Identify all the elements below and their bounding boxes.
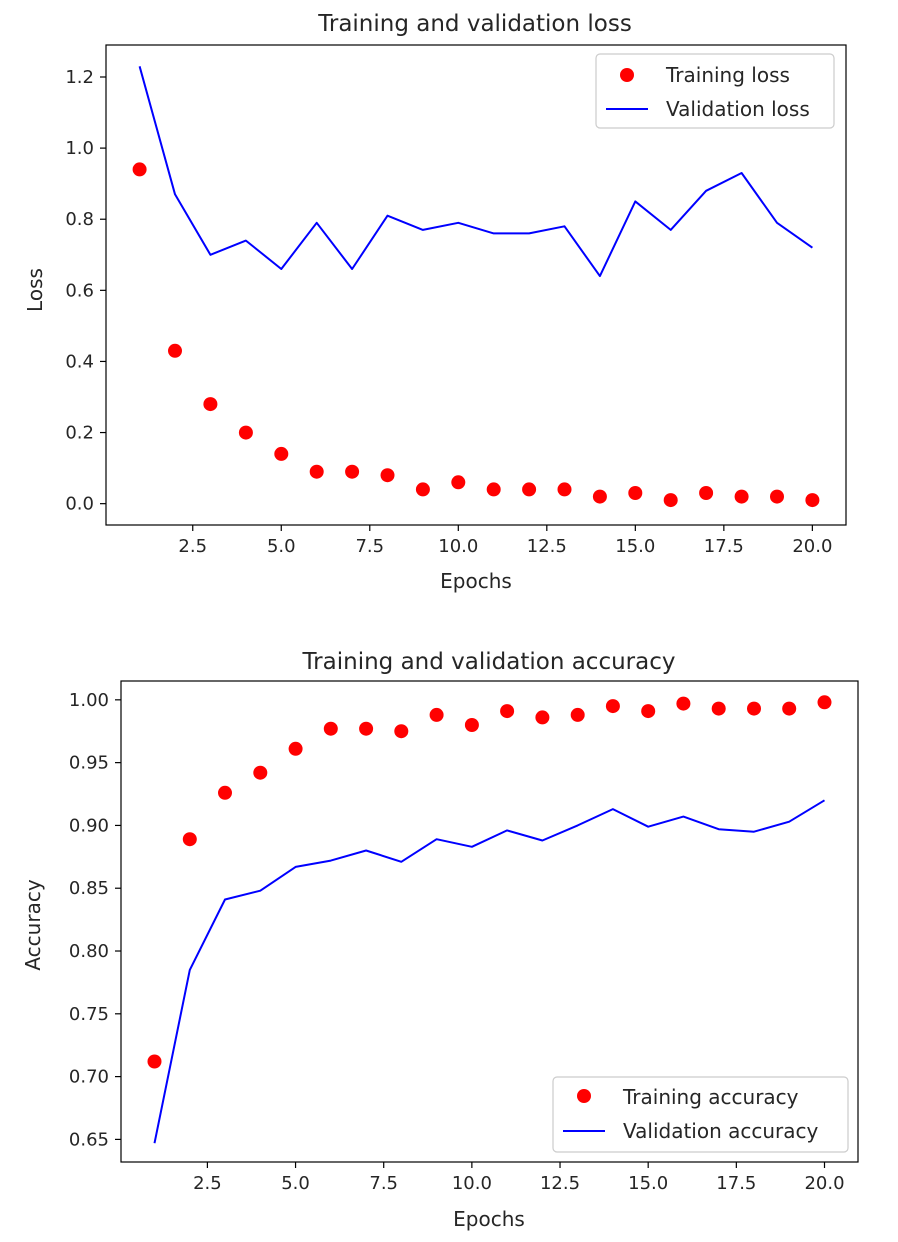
training-loss-point: [168, 343, 182, 358]
training-loss-point: [451, 475, 466, 490]
training-loss-point: [486, 482, 501, 497]
chart-title: Training and validation accuracy: [302, 649, 676, 675]
legend-label-validation-accuracy: Validation accuracy: [623, 1119, 819, 1143]
x-tick-label: 12.5: [540, 1173, 580, 1194]
training-loss-point: [734, 489, 749, 504]
training-accuracy-point: [253, 765, 268, 780]
y-tick-label: 0.70: [69, 1067, 109, 1088]
x-tick-label: 17.5: [716, 1173, 756, 1194]
training-loss-point: [415, 482, 430, 497]
legend-marker-training-loss: [620, 68, 634, 82]
training-accuracy-point: [147, 1054, 162, 1069]
training-accuracy-point: [394, 724, 409, 739]
x-tick-label: 10.0: [452, 1173, 492, 1194]
training-loss-point: [345, 464, 360, 479]
x-axis-label: Epochs: [453, 1207, 525, 1231]
x-tick-label: 7.5: [369, 1173, 398, 1194]
training-accuracy-point: [782, 701, 797, 716]
training-loss-point: [699, 486, 714, 500]
training-loss-point: [132, 162, 147, 177]
training-accuracy-point: [323, 721, 338, 736]
legend-label-validation-loss: Validation loss: [666, 97, 810, 121]
x-tick-label: 2.5: [193, 1173, 222, 1194]
training-accuracy-point: [535, 710, 550, 725]
training-accuracy-point: [218, 785, 232, 800]
y-tick-label: 0.4: [65, 351, 94, 372]
training-loss-point: [203, 397, 218, 412]
x-tick-label: 5.0: [267, 536, 296, 557]
mark-layer: [132, 66, 820, 508]
y-axis-label: Accuracy: [21, 879, 45, 970]
legend-label-training-accuracy: Training accuracy: [622, 1085, 799, 1109]
training-accuracy-point: [817, 695, 832, 710]
validation-accuracy-line: [153, 799, 826, 1144]
training-loss-point: [770, 489, 784, 504]
legend-box: [552, 1076, 849, 1153]
training-loss-point: [628, 486, 643, 500]
x-tick-label: 15.0: [615, 536, 655, 557]
training-loss-point: [592, 489, 607, 504]
training-accuracy-point: [641, 704, 656, 719]
y-tick-label: 0.0: [65, 494, 94, 515]
training-accuracy-point: [288, 741, 303, 756]
training-loss-point: [309, 464, 324, 479]
tick-layer: 2.5 5.0 7.5 10.0 12.5 15.0 17.5 20.0 0.65 0.70 0.7…: [69, 690, 845, 1194]
training-accuracy-point: [500, 704, 515, 719]
validation-loss-line: [138, 66, 813, 278]
y-tick-label: 0.95: [69, 753, 109, 774]
y-tick-label: 0.65: [69, 1129, 109, 1150]
legend: Training accuracy Validation accuracy: [552, 1076, 849, 1153]
training-accuracy-point: [464, 718, 479, 732]
y-tick-label: 0.75: [69, 1004, 109, 1025]
x-tick-label: 12.5: [527, 536, 567, 557]
legend-marker-training-accuracy: [577, 1089, 591, 1103]
y-tick-label: 0.90: [69, 815, 109, 836]
training-accuracy-point: [747, 701, 761, 716]
training-accuracy-point: [570, 707, 585, 722]
loss-chart: Training and validation loss 2.5 5.0 7.5 10…: [23, 11, 847, 593]
legend-label-training-loss: Training loss: [665, 63, 790, 87]
x-tick-label: 20.0: [804, 1173, 844, 1194]
training-loss-point: [522, 482, 537, 497]
y-tick-label: 0.80: [69, 941, 109, 962]
training-loss-point: [663, 493, 678, 508]
y-tick-label: 0.85: [69, 878, 109, 899]
chart-title: Training and validation loss: [317, 11, 632, 37]
training-accuracy-point: [182, 832, 197, 847]
mark-layer: [147, 695, 832, 1144]
training-loss-point: [557, 482, 572, 497]
training-accuracy-point: [676, 696, 691, 711]
x-tick-label: 7.5: [355, 536, 384, 557]
training-accuracy-point: [711, 701, 726, 716]
training-accuracy-point: [429, 707, 444, 722]
y-axis-label: Loss: [23, 268, 47, 312]
x-tick-label: 15.0: [628, 1173, 668, 1194]
training-accuracy-point: [359, 721, 374, 736]
training-accuracy-point: [605, 699, 620, 714]
y-tick-label: 1.2: [65, 67, 94, 88]
legend: Training loss Validation loss: [595, 53, 835, 129]
training-loss-point: [380, 468, 395, 483]
y-tick-label: 0.8: [65, 209, 94, 230]
legend-box: [595, 53, 835, 129]
training-loss-point: [238, 425, 253, 440]
x-tick-label: 5.0: [281, 1173, 310, 1194]
plot-frame: [105, 44, 847, 526]
y-tick-label: 1.00: [69, 690, 109, 711]
accuracy-chart: Training and validation accuracy 2.5 5.0 7…: [21, 649, 859, 1231]
x-tick-label: 17.5: [704, 536, 744, 557]
x-axis-label: Epochs: [440, 569, 512, 593]
x-tick-label: 10.0: [438, 536, 478, 557]
plot-frame: [120, 680, 859, 1163]
training-loss-point: [274, 446, 289, 461]
x-tick-label: 20.0: [792, 536, 832, 557]
tick-layer: 2.5 5.0 7.5 10.0 12.5 15.0 17.5 20.0 0.0 0.2 0.4 0.…: [65, 67, 832, 557]
y-tick-label: 0.2: [65, 423, 94, 444]
training-loss-point: [805, 493, 820, 508]
y-tick-label: 1.0: [65, 138, 94, 159]
y-tick-label: 0.6: [65, 280, 94, 301]
x-tick-label: 2.5: [178, 536, 207, 557]
